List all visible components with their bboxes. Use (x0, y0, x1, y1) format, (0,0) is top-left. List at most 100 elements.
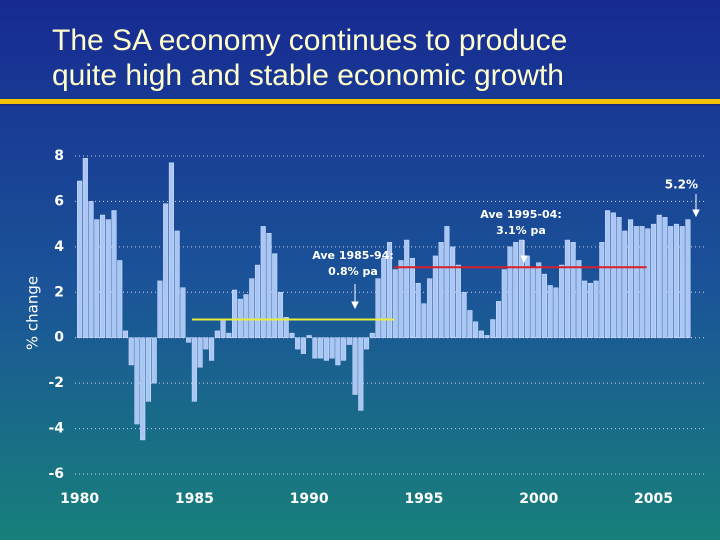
x-tick-label: 1985 (175, 491, 214, 507)
bar (99, 214, 106, 338)
bar (111, 210, 117, 338)
bar (260, 226, 266, 338)
bar (404, 239, 410, 338)
bar (639, 226, 645, 338)
y-tick-label: -4 (48, 421, 64, 437)
bar (530, 267, 536, 338)
x-tick-label: 1990 (290, 491, 329, 507)
bar (415, 282, 421, 338)
bar (553, 287, 559, 338)
bar (610, 212, 616, 338)
bar (547, 285, 553, 338)
bar (685, 219, 691, 338)
annotation: Ave 1995-04: (480, 208, 561, 221)
y-tick-label: 0 (54, 330, 64, 346)
bar (473, 321, 479, 338)
bar (679, 226, 685, 338)
bar (444, 226, 450, 338)
bar (341, 337, 347, 361)
bar (409, 257, 416, 338)
bar (438, 242, 444, 338)
arrow-head (692, 209, 700, 218)
bar (564, 239, 570, 338)
x-tick-label: 2000 (519, 491, 558, 507)
bar (662, 217, 668, 338)
bar (134, 337, 140, 425)
bar (656, 214, 662, 338)
bar (186, 337, 192, 343)
arrow-head (520, 255, 528, 264)
bar (501, 269, 507, 338)
bar (306, 335, 312, 338)
bar (145, 337, 152, 402)
bar (157, 280, 163, 338)
bar (513, 242, 519, 338)
bar (231, 289, 238, 338)
bar (329, 337, 335, 359)
bar (668, 226, 674, 338)
annotation: Ave 1985-94: (312, 249, 393, 262)
x-tick-label: 2005 (634, 491, 673, 507)
bar (220, 319, 226, 338)
bar (295, 337, 301, 350)
title-line: quite high and stable economic growth (52, 59, 564, 92)
y-tick-label: 4 (54, 239, 64, 255)
bar (490, 319, 496, 338)
bar (243, 294, 249, 338)
bar (88, 201, 94, 338)
bar (352, 337, 358, 395)
plot: 8 6 4 2 0 -2 -4 -6 1980 1985 1990 1995 2000 2005 Ave 1… (48, 148, 704, 507)
bar (128, 337, 134, 366)
bar (323, 337, 329, 361)
bar (599, 242, 605, 338)
arrows (351, 194, 700, 310)
bar (358, 337, 364, 411)
bar (518, 239, 525, 338)
bar (576, 260, 582, 338)
bar (461, 292, 467, 338)
bar (650, 223, 657, 338)
bar (105, 219, 111, 338)
bar (277, 292, 284, 338)
bar (318, 337, 324, 359)
y-tick-label: 2 (54, 284, 64, 300)
bar (627, 219, 634, 338)
bar (427, 278, 433, 338)
arrow-head (351, 301, 359, 310)
bar (168, 162, 174, 338)
bar (363, 337, 370, 350)
annotation: 3.1% pa (496, 224, 546, 237)
x-tick-label: 1995 (404, 491, 443, 507)
bar (455, 264, 461, 338)
bar (645, 228, 651, 338)
bar (163, 203, 169, 338)
bar (369, 332, 375, 338)
bar (375, 278, 381, 338)
bar (386, 242, 393, 338)
bar (174, 230, 180, 338)
bar (484, 335, 490, 338)
bar (289, 332, 295, 338)
bar (122, 330, 129, 338)
bar (266, 232, 272, 338)
y-tick-label: -6 (48, 466, 64, 482)
bar (570, 242, 576, 338)
bar (94, 219, 100, 338)
bar (381, 257, 387, 338)
bar (237, 298, 243, 338)
bar (616, 217, 622, 338)
value-label: 5.2% (665, 178, 698, 192)
bar (450, 246, 456, 338)
bar (203, 337, 209, 350)
bar (312, 337, 318, 359)
bar (421, 303, 427, 338)
bar (605, 210, 611, 338)
y-tick-label: 6 (54, 193, 64, 209)
bar (559, 264, 565, 338)
bar (507, 246, 513, 338)
y-tick-label: -2 (48, 375, 64, 391)
bar (432, 255, 438, 338)
bar (398, 260, 404, 338)
title-rule-shadow (0, 104, 720, 106)
